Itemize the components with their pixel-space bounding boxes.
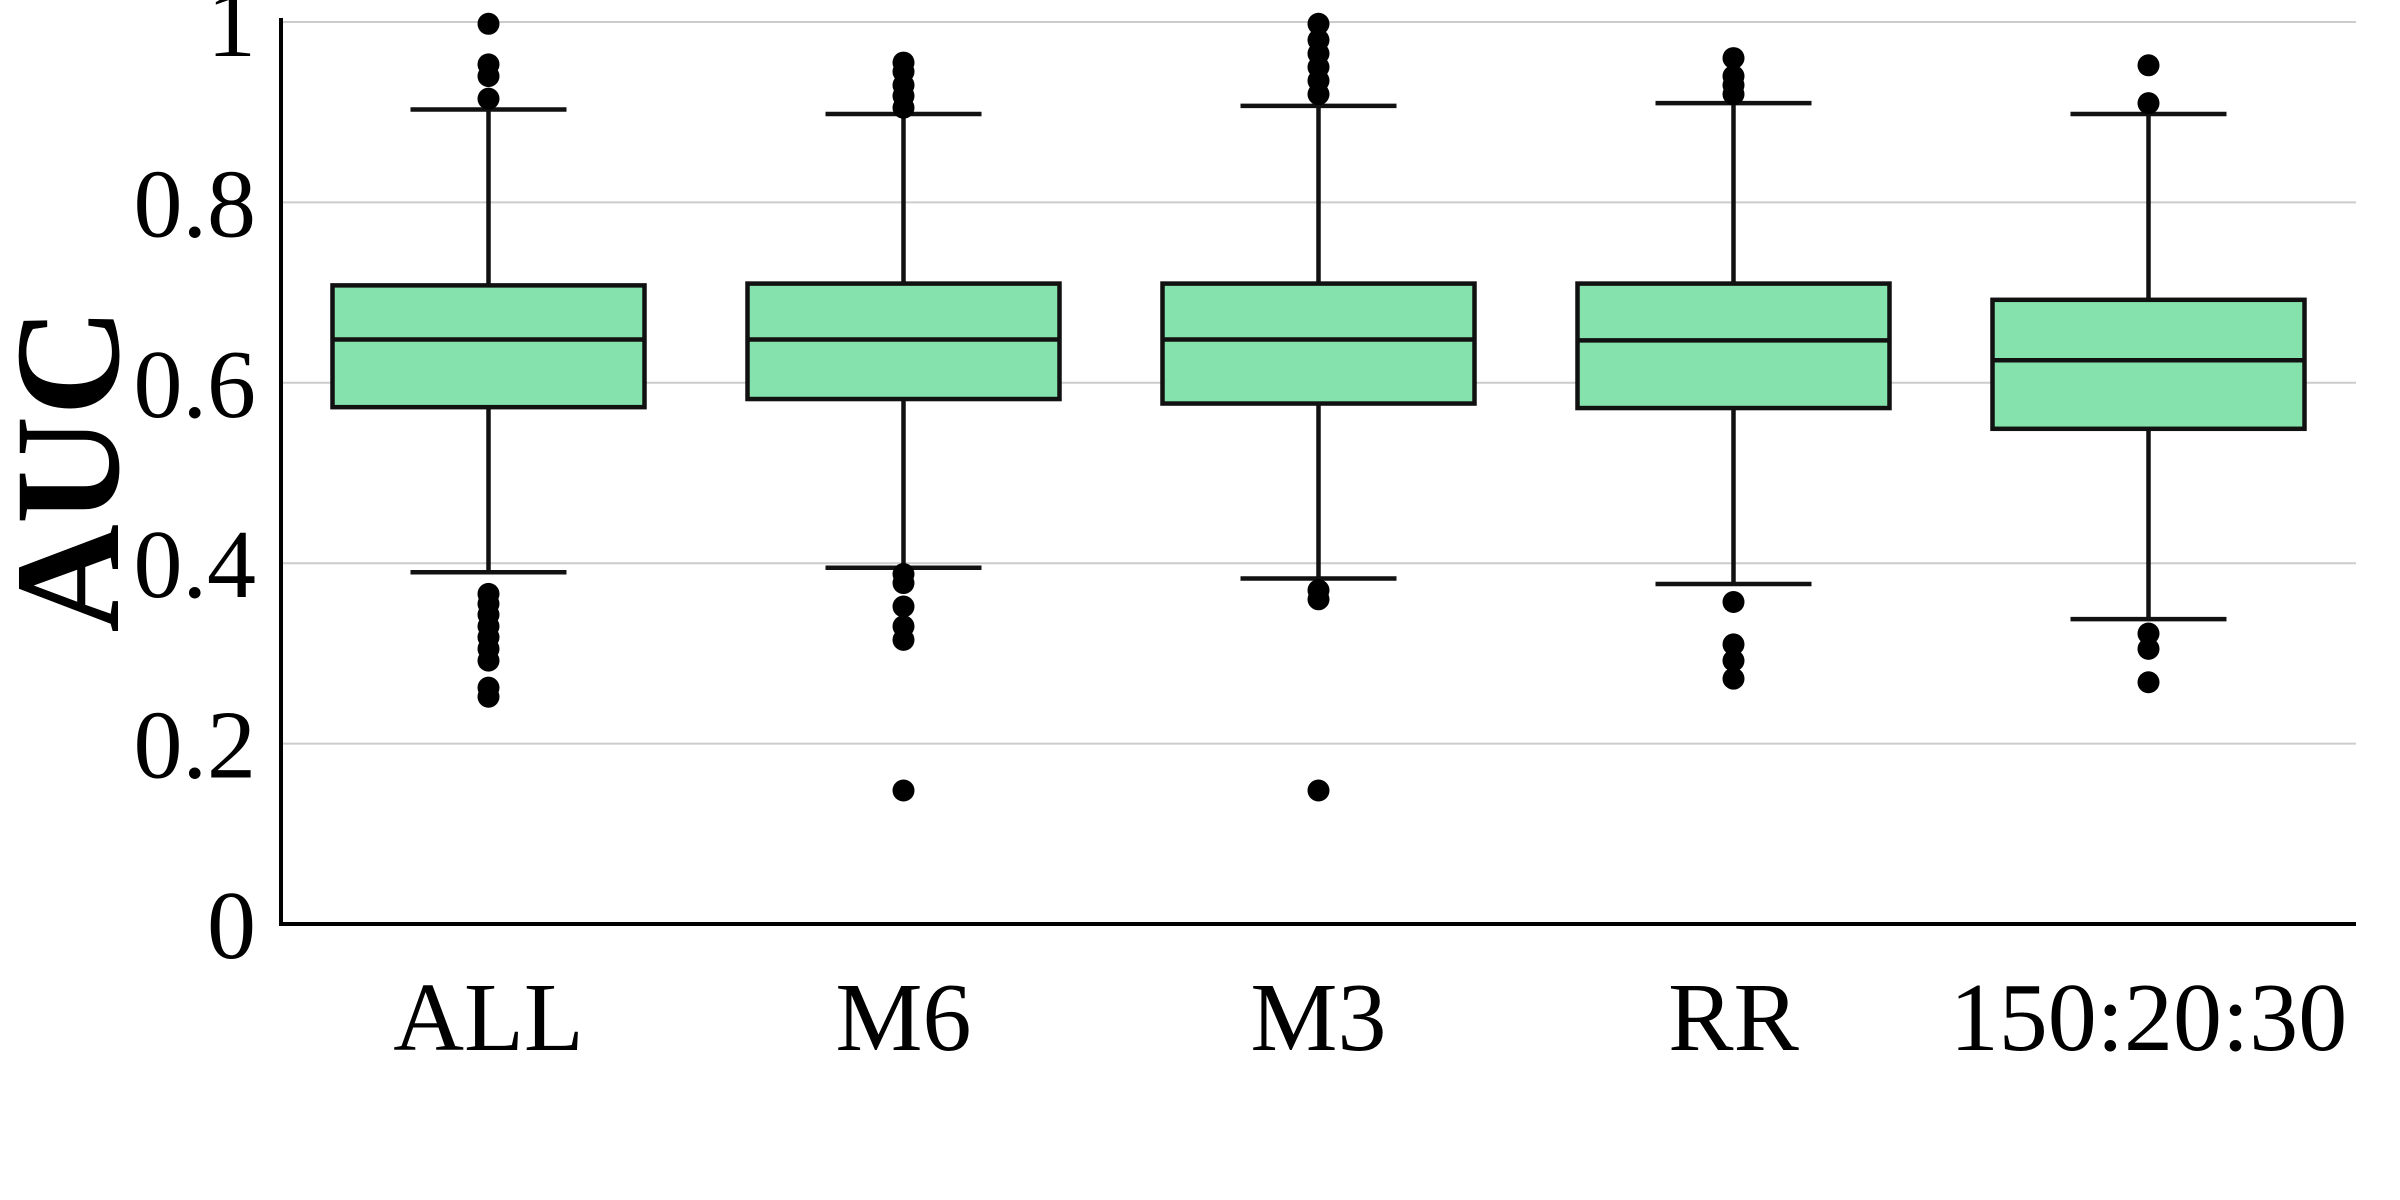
outlier-point [1722, 633, 1745, 656]
outlier-point [477, 12, 500, 35]
x-tick-label: ALL [393, 964, 584, 1072]
outlier-point [477, 676, 500, 699]
y-tick-label: 0 [207, 872, 256, 980]
y-tick-label: 0.2 [134, 692, 257, 800]
boxplot-m6 [745, 51, 1062, 802]
x-tick-labels: ALL M6 M3 RR 150:20:30 [393, 964, 2347, 1072]
outlier-point [892, 779, 915, 802]
outlier-point [1307, 579, 1330, 602]
outlier-point [2137, 92, 2160, 115]
outlier-point [1307, 12, 1330, 35]
y-tick-label: 0.8 [134, 150, 257, 258]
y-tick-label: 1 [207, 0, 256, 78]
iqr-box [1160, 281, 1477, 406]
y-tick-label: 0.4 [134, 511, 257, 619]
outlier-point [1307, 29, 1330, 52]
boxplot-m3 [1160, 12, 1477, 802]
y-tick-label: 0.6 [134, 331, 257, 439]
boxplots [330, 12, 2307, 802]
outlier-point [1722, 590, 1745, 613]
iqr-box [1575, 281, 1892, 411]
x-tick-label: M3 [1250, 964, 1386, 1072]
outlier-point [2137, 637, 2160, 660]
x-tick-label: RR [1668, 964, 1799, 1072]
outlier-point [2137, 54, 2160, 77]
outlier-point [2137, 622, 2160, 645]
outlier-point [892, 615, 915, 638]
y-tick-labels: 0 0.2 0.4 0.6 0.8 1 [134, 0, 257, 980]
outlier-point [1307, 779, 1330, 802]
outlier-point [1722, 667, 1745, 690]
outlier-point [892, 563, 915, 586]
y-axis-title: AUC [0, 308, 151, 633]
axes [279, 18, 2356, 926]
boxplot-all [330, 12, 647, 708]
outlier-point [892, 595, 915, 618]
outlier-point [477, 582, 500, 605]
outlier-point [477, 87, 500, 110]
outlier-point [892, 51, 915, 74]
iqr-box [1990, 297, 2307, 432]
outlier-point [477, 53, 500, 76]
outlier-point [2137, 671, 2160, 694]
x-tick-label: 150:20:30 [1950, 964, 2347, 1072]
boxplot-rr [1575, 47, 1892, 690]
boxplot-150-20-30 [1990, 54, 2307, 694]
x-tick-label: M6 [835, 964, 971, 1072]
iqr-box [330, 283, 647, 410]
outlier-point [1722, 649, 1745, 672]
outlier-point [1722, 65, 1745, 88]
outlier-point [1722, 47, 1745, 70]
